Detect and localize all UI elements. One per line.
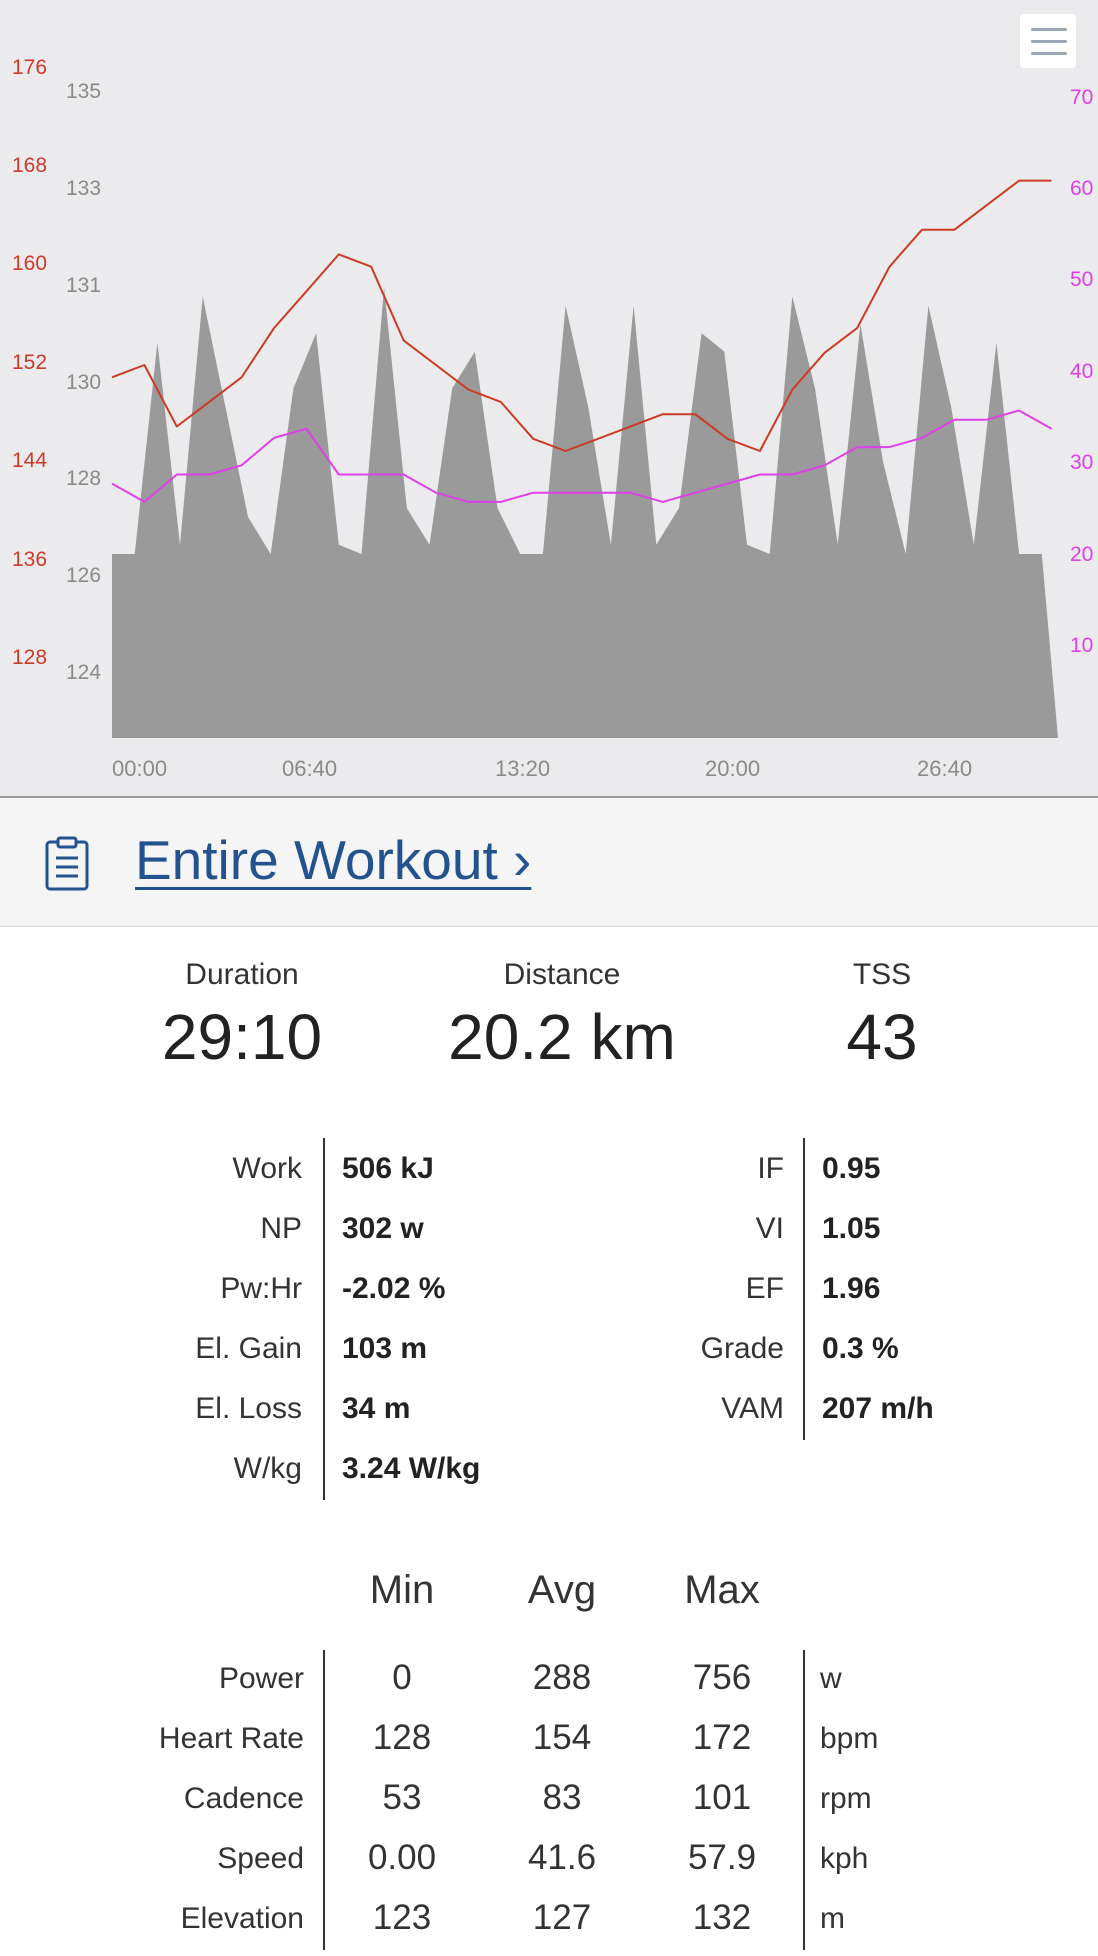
menu-button[interactable] <box>1020 14 1076 68</box>
stat-avg: 83 <box>542 1778 582 1817</box>
metric-label: El. Gain <box>195 1332 302 1365</box>
time-axis-tick: 00:00 <box>112 756 168 781</box>
elevation-axis-tick: 131 <box>66 274 102 297</box>
elevation-axis-tick: 133 <box>66 177 102 200</box>
stat-avg: 154 <box>532 1718 592 1757</box>
cadence-line <box>111 409 1052 503</box>
metric-label: El. Loss <box>195 1392 302 1425</box>
distance-value: 20.2 km <box>448 1001 676 1073</box>
stat-min: 0 <box>392 1658 412 1697</box>
stat-min: 128 <box>372 1718 432 1757</box>
metric-label: W/kg <box>233 1452 302 1485</box>
hr-axis-tick: 152 <box>12 351 48 374</box>
stats-divider <box>803 1650 805 1950</box>
power-area <box>112 287 1058 738</box>
stat-max: 172 <box>692 1718 752 1757</box>
cadence-axis-tick: 40 <box>1070 360 1094 383</box>
elevation-axis-tick: 128 <box>66 467 102 490</box>
min-header: Min <box>369 1568 435 1612</box>
tss-label: TSS <box>852 958 912 991</box>
metrics-divider <box>323 1138 325 1500</box>
metric-label: VI <box>755 1212 784 1245</box>
cadence-axis-tick: 30 <box>1070 451 1094 474</box>
metric-value: 506 kJ <box>342 1152 434 1185</box>
cadence-axis-tick: 70 <box>1070 86 1094 109</box>
stat-label: Power <box>218 1662 304 1695</box>
clipboard-icon <box>45 836 89 891</box>
avg-header: Avg <box>527 1568 597 1612</box>
stat-max: 756 <box>692 1658 752 1697</box>
stat-label: Elevation <box>180 1902 304 1935</box>
stat-min: 123 <box>372 1898 432 1937</box>
stat-unit: bpm <box>820 1722 879 1755</box>
max-header: Max <box>684 1568 760 1612</box>
stat-label: Speed <box>217 1842 304 1875</box>
duration-value: 29:10 <box>161 1001 323 1073</box>
metric-label: Pw:Hr <box>220 1272 302 1305</box>
entire-workout-link[interactable]: Entire Workout › <box>135 829 532 891</box>
time-axis-tick: 06:40 <box>282 756 338 781</box>
metric-value: 34 m <box>342 1392 411 1425</box>
metric-label: Grade <box>700 1332 784 1365</box>
cadence-axis-tick: 10 <box>1070 634 1094 657</box>
stat-unit: kph <box>820 1842 869 1875</box>
hr-axis-tick: 176 <box>12 56 48 79</box>
metric-value: 0.95 <box>822 1152 881 1185</box>
metric-value: -2.02 % <box>342 1272 446 1305</box>
stat-max: 57.9 <box>687 1838 757 1877</box>
stat-label: Heart Rate <box>158 1722 304 1755</box>
stat-min: 0.00 <box>367 1838 437 1877</box>
elevation-axis-tick: 130 <box>66 371 102 394</box>
metric-value: 302 w <box>342 1212 424 1245</box>
metric-label: NP <box>260 1212 302 1245</box>
tss-value: 43 <box>846 1001 918 1073</box>
time-axis-tick: 26:40 <box>917 756 973 781</box>
stat-avg: 127 <box>532 1898 592 1937</box>
stat-max: 101 <box>692 1778 752 1817</box>
section-header <box>0 798 1098 927</box>
time-axis-tick: 13:20 <box>495 756 551 781</box>
hr-axis-tick: 136 <box>12 548 48 571</box>
heart-rate-line <box>111 179 1052 452</box>
hr-axis-tick: 168 <box>12 154 48 177</box>
stat-avg: 288 <box>532 1658 592 1697</box>
metrics-divider <box>803 1138 805 1440</box>
workout-chart[interactable]: 176 168 160 152 144 136 128 135 133 131 … <box>0 0 1098 798</box>
metric-value: 207 m/h <box>822 1392 934 1425</box>
metric-label: EF <box>745 1272 784 1305</box>
menu-icon-bar <box>1031 40 1067 43</box>
cadence-axis-tick: 60 <box>1070 177 1094 200</box>
stat-unit: rpm <box>820 1782 872 1815</box>
elevation-axis-tick: 124 <box>66 661 102 684</box>
hr-axis-tick: 160 <box>12 252 48 275</box>
distance-label: Distance <box>503 958 621 991</box>
stat-min: 53 <box>382 1778 422 1817</box>
hr-axis-tick: 128 <box>12 646 48 669</box>
stat-max: 132 <box>692 1898 752 1937</box>
stat-unit: w <box>820 1662 842 1695</box>
metric-label: IF <box>757 1152 784 1185</box>
stats-divider <box>323 1650 325 1950</box>
metric-label: Work <box>232 1152 302 1185</box>
time-axis-tick: 20:00 <box>705 756 761 781</box>
cadence-axis-tick: 20 <box>1070 543 1094 566</box>
elevation-axis-tick: 126 <box>66 564 102 587</box>
duration-label: Duration <box>185 958 299 991</box>
metric-label: VAM <box>721 1392 784 1425</box>
metric-value: 1.96 <box>822 1272 881 1305</box>
elevation-axis-tick: 135 <box>66 80 102 103</box>
menu-icon <box>1031 28 1067 31</box>
metric-value: 1.05 <box>822 1212 881 1245</box>
stat-label: Cadence <box>183 1782 304 1815</box>
metric-value: 3.24 W/kg <box>342 1452 481 1485</box>
hr-axis-tick: 144 <box>12 449 48 472</box>
metric-value: 103 m <box>342 1332 428 1365</box>
chart-plot[interactable] <box>0 0 1098 796</box>
stat-unit: m <box>820 1902 845 1935</box>
metric-value: 0.3 % <box>822 1332 899 1365</box>
menu-icon-bar <box>1031 52 1067 55</box>
stat-avg: 41.6 <box>527 1838 597 1877</box>
cadence-axis-tick: 50 <box>1070 268 1094 291</box>
